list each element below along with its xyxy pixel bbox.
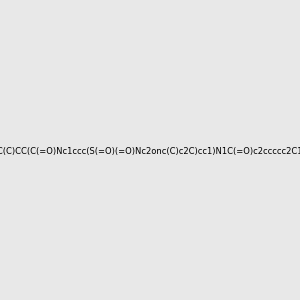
Text: CC(C)CC(C(=O)Nc1ccc(S(=O)(=O)Nc2onc(C)c2C)cc1)N1C(=O)c2ccccc2C1=O: CC(C)CC(C(=O)Nc1ccc(S(=O)(=O)Nc2onc(C)c2…: [0, 147, 300, 156]
